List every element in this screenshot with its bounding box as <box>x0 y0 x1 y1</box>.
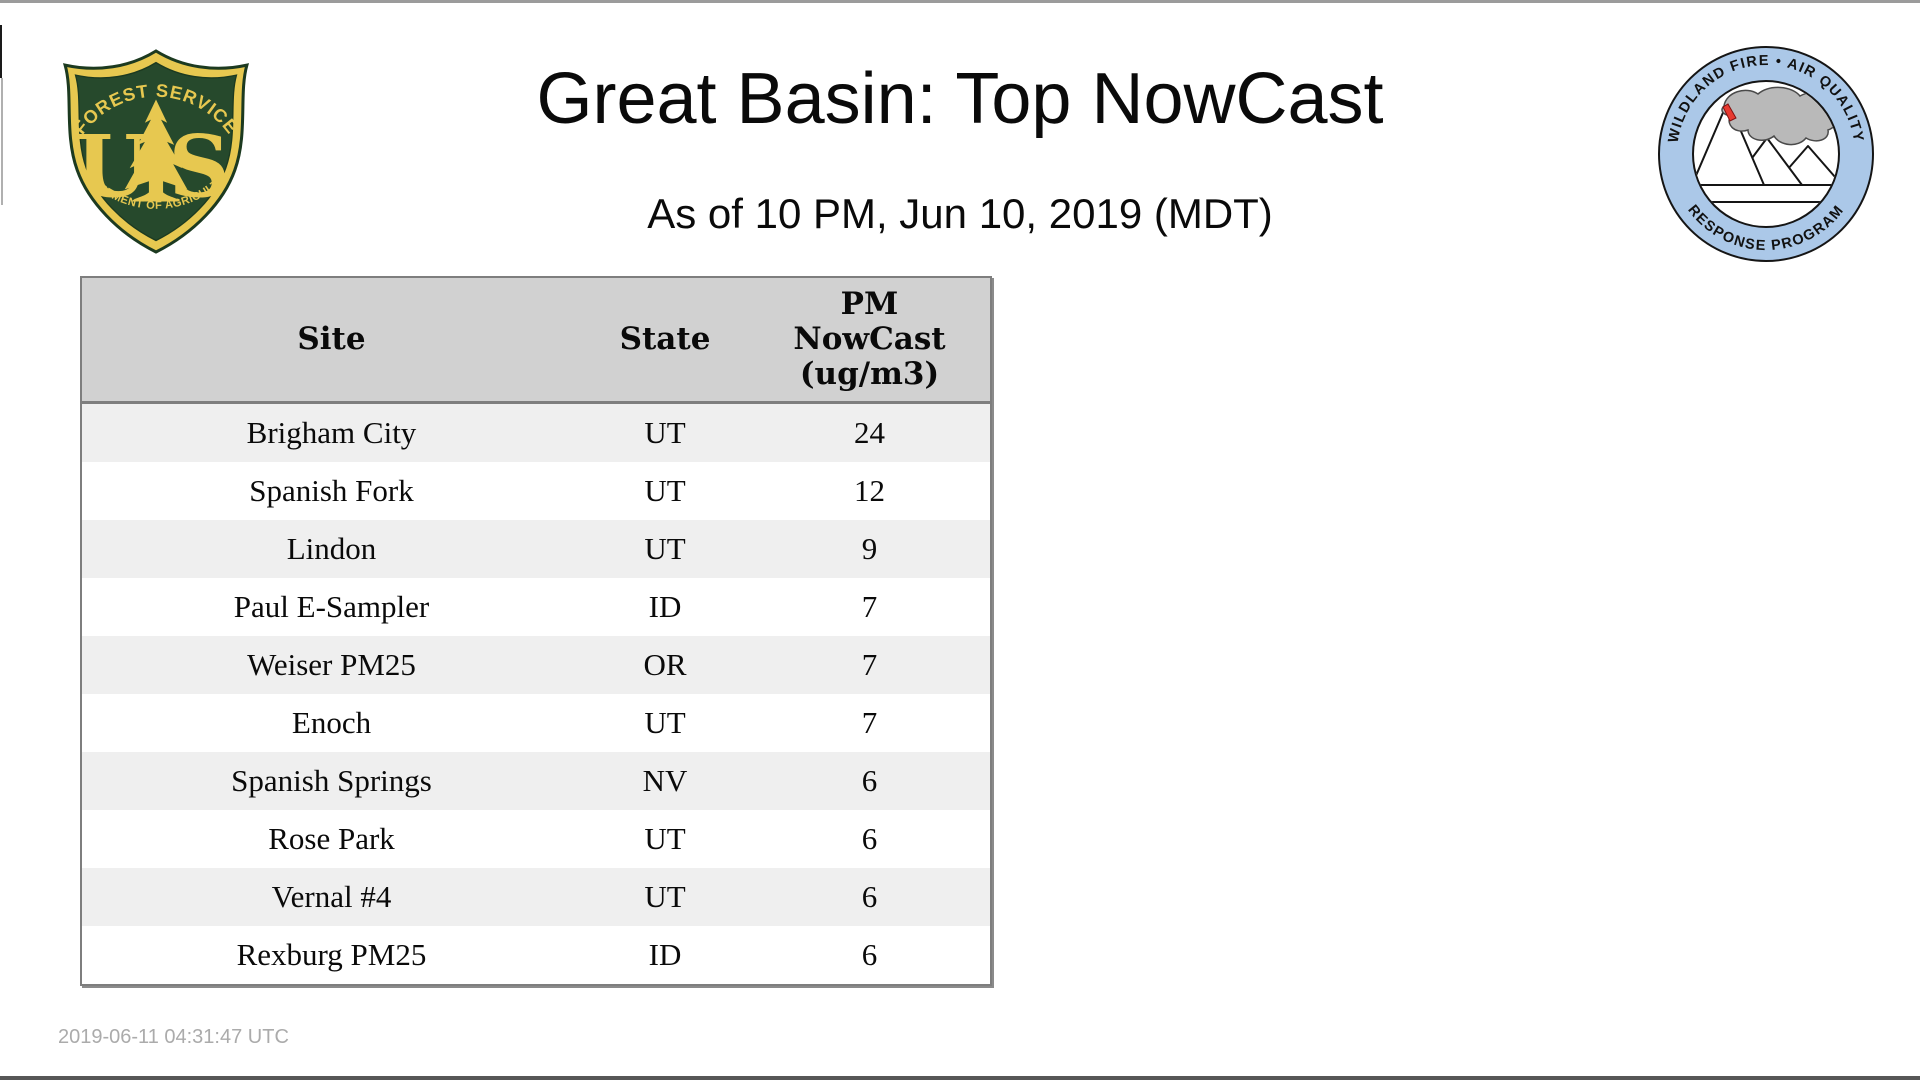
table-row: Paul E-Sampler ID 7 <box>81 578 991 636</box>
nowcast-value-cell: 6 <box>861 763 878 798</box>
generated-timestamp: 2019-06-11 04:31:47 UTC <box>58 1026 289 1048</box>
viewport-bottom-border <box>0 1076 1920 1080</box>
state-cell: UT <box>644 473 686 508</box>
page-title: Great Basin: Top NowCast <box>536 59 1384 139</box>
table-header-row: Site State PM NowCast (ug/m3) <box>81 277 991 404</box>
site-cell: Weiser PM25 <box>247 647 416 682</box>
state-cell: UT <box>644 821 686 856</box>
nowcast-value-cell: 7 <box>861 589 878 624</box>
wfaqrp-flame-icon <box>1722 103 1737 122</box>
table-row: Lindon UT 9 <box>81 520 991 578</box>
site-cell: Rexburg PM25 <box>236 937 427 972</box>
site-cell: Vernal #4 <box>271 879 392 914</box>
state-cell: UT <box>644 415 686 450</box>
col-header-pm-nowcast: PM NowCast (ug/m3) <box>749 277 991 404</box>
nowcast-value-cell: 24 <box>854 415 885 450</box>
site-cell: Spanish Springs <box>231 763 432 798</box>
nowcast-table: Site State PM NowCast (ug/m3) Brigham Ci… <box>80 276 992 986</box>
table-row: Weiser PM25 OR 7 <box>81 636 991 694</box>
wfaqrp-mountain-left <box>1694 100 1765 186</box>
nowcast-value-cell: 7 <box>861 647 878 682</box>
nowcast-table-container: Site State PM NowCast (ug/m3) Brigham Ci… <box>80 276 992 986</box>
table-row: Spanish Fork UT 12 <box>81 462 991 520</box>
table-row: Spanish Springs NV 6 <box>81 752 991 810</box>
window-edge-artifact-gray <box>1 78 3 205</box>
state-cell: OR <box>643 647 687 682</box>
site-cell: Paul E-Sampler <box>233 589 430 624</box>
site-cell: Lindon <box>286 531 377 566</box>
wfaqrp-badge-logo: WILDLAND FIRE • AIR QUALITY RESPONSE PRO… <box>1658 46 1874 262</box>
nowcast-value-cell: 6 <box>861 879 878 914</box>
nowcast-value-cell: 6 <box>861 937 878 972</box>
table-row: Enoch UT 7 <box>81 694 991 752</box>
site-cell: Enoch <box>291 705 372 740</box>
nowcast-value-cell: 12 <box>854 473 885 508</box>
state-cell: ID <box>648 937 682 972</box>
usfs-pine-tree-icon <box>124 99 188 202</box>
table-row: Rose Park UT 6 <box>81 810 991 868</box>
state-cell: UT <box>644 531 686 566</box>
table-row: Rexburg PM25 ID 6 <box>81 926 991 985</box>
col-header-site: Site <box>81 277 581 404</box>
site-cell: Spanish Fork <box>249 473 414 508</box>
site-cell: Rose Park <box>268 821 395 856</box>
state-cell: UT <box>644 705 686 740</box>
wfaqrp-smoke-plume-icon <box>1721 86 1838 146</box>
table-body: Brigham City UT 24 Spanish Fork UT 12 Li… <box>81 402 991 985</box>
state-cell: NV <box>642 763 688 798</box>
state-cell: UT <box>644 879 686 914</box>
nowcast-value-cell: 9 <box>861 531 878 566</box>
state-cell: ID <box>648 589 682 624</box>
page-subtitle: As of 10 PM, Jun 10, 2019 (MDT) <box>647 190 1273 237</box>
col-header-state: State <box>581 277 749 404</box>
nowcast-value-cell: 7 <box>861 705 878 740</box>
site-cell: Brigham City <box>246 415 417 450</box>
table-row: Brigham City UT 24 <box>81 402 991 462</box>
viewport-top-border <box>0 0 1920 3</box>
usfs-shield-logo: FOREST SERVICE U S DEPARTMENT OF AGRICUL… <box>55 44 250 254</box>
table-row: Vernal #4 UT 6 <box>81 868 991 926</box>
window-edge-artifact-dark <box>0 25 2 78</box>
nowcast-value-cell: 6 <box>861 821 878 856</box>
